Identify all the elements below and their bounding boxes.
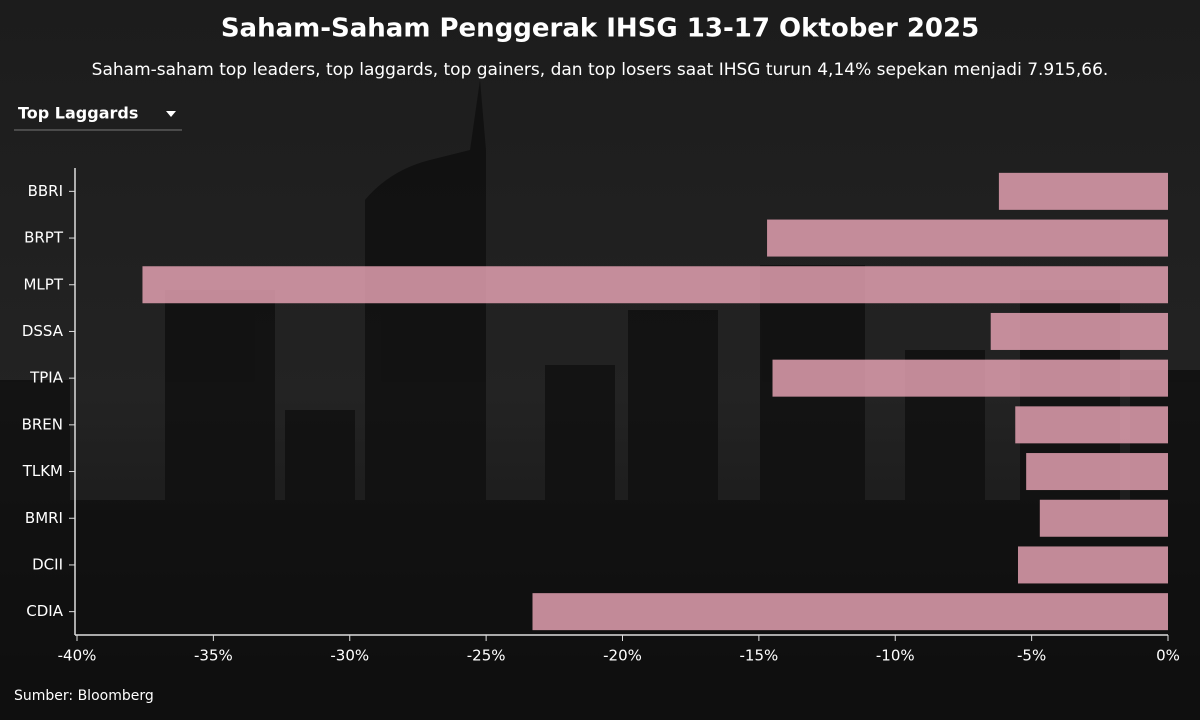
y-tick-label: DCII bbox=[32, 555, 63, 573]
x-tick-label: -10% bbox=[876, 647, 915, 665]
source: Sumber: Bloomberg bbox=[14, 688, 154, 704]
y-tick-label: BMRI bbox=[25, 509, 63, 527]
bar bbox=[990, 312, 1168, 350]
y-tick-label: DSSA bbox=[22, 322, 64, 340]
y-tick-label: BBRI bbox=[28, 182, 63, 200]
bar bbox=[772, 359, 1168, 397]
y-tick-label: BRPT bbox=[24, 229, 64, 247]
bar bbox=[1039, 499, 1168, 537]
y-tick-label: TLKM bbox=[22, 462, 63, 480]
x-tick-label: -5% bbox=[1017, 647, 1046, 665]
y-tick-label: BREN bbox=[22, 415, 63, 433]
bar bbox=[767, 219, 1168, 257]
dropdown-label[interactable]: Top Laggards bbox=[18, 104, 138, 123]
y-tick-label: TPIA bbox=[29, 369, 64, 387]
x-tick-label: -35% bbox=[194, 647, 233, 665]
bar bbox=[1015, 406, 1168, 444]
x-tick-label: -20% bbox=[603, 647, 642, 665]
bar bbox=[142, 266, 1169, 304]
x-tick-label: 0% bbox=[1156, 647, 1180, 665]
bar bbox=[532, 593, 1168, 631]
bar bbox=[1026, 453, 1168, 491]
y-tick-label: MLPT bbox=[23, 275, 63, 293]
bar bbox=[1017, 546, 1168, 584]
dropdown-arrow[interactable] bbox=[166, 111, 176, 117]
bar bbox=[998, 172, 1168, 210]
x-tick-label: -30% bbox=[330, 647, 369, 665]
chart-title: Saham-Saham Penggerak IHSG 13-17 Oktober… bbox=[221, 14, 979, 44]
y-tick-label: CDIA bbox=[26, 602, 63, 620]
x-tick-label: -15% bbox=[739, 647, 778, 665]
chart-subtitle: Saham-saham top leaders, top laggards, t… bbox=[92, 60, 1109, 80]
dropdown[interactable]: Top Laggards bbox=[14, 104, 182, 131]
x-tick-label: -25% bbox=[467, 647, 506, 665]
x-tick-label: -40% bbox=[58, 647, 97, 665]
